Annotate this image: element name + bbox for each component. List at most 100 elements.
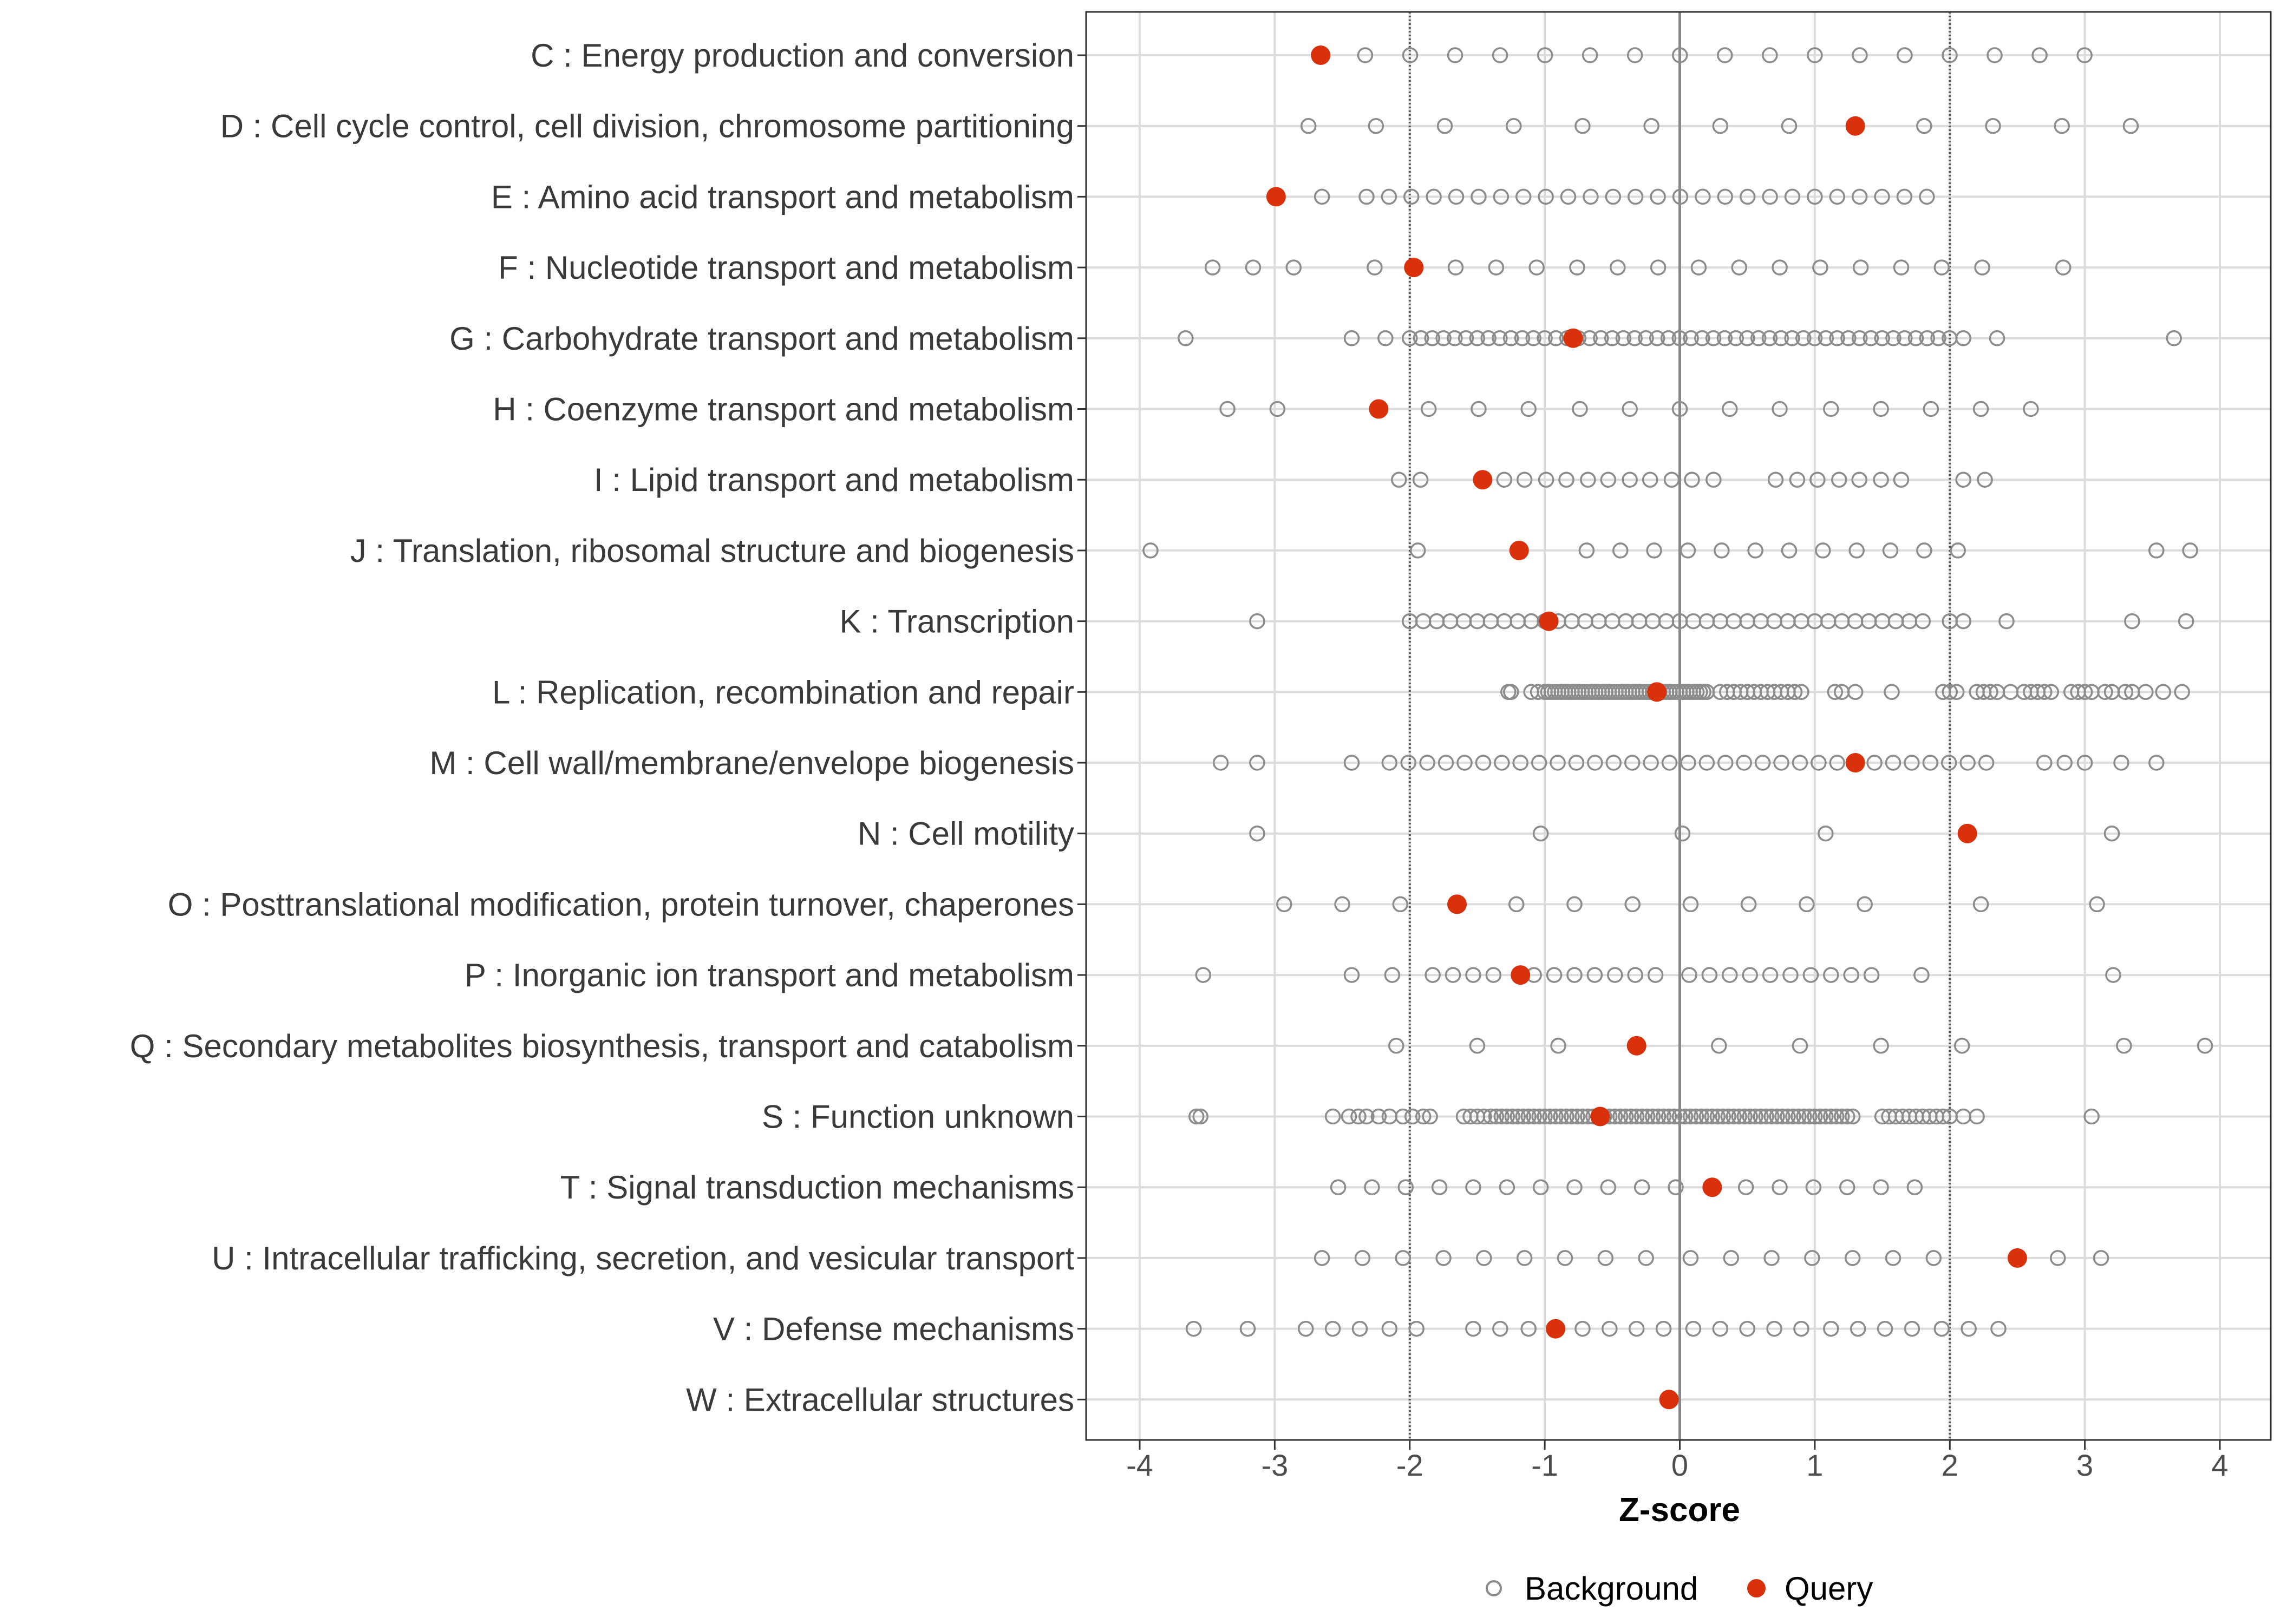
query-point — [1626, 1036, 1646, 1056]
background-point — [1358, 1108, 1375, 1125]
background-point — [1377, 330, 1394, 346]
background-point — [2166, 330, 2182, 346]
background-point — [1624, 896, 1641, 913]
background-point — [1395, 1108, 1412, 1125]
background-point — [1763, 1108, 1780, 1125]
background-point — [1580, 472, 1596, 488]
background-point — [2105, 967, 2121, 983]
background-point — [1705, 330, 1722, 346]
background-point — [1574, 1108, 1591, 1125]
query-point — [1404, 258, 1424, 278]
background-point — [1413, 330, 1429, 346]
background-point — [1354, 1250, 1371, 1266]
background-point — [1877, 1320, 1893, 1337]
background-point — [1476, 1250, 1492, 1266]
background-point — [1972, 401, 1989, 417]
background-point — [1204, 259, 1221, 276]
category-label: M : Cell wall/membrane/envelope biogenes… — [429, 745, 1074, 781]
background-point — [1531, 755, 1547, 771]
query-point — [1511, 965, 1531, 985]
background-point — [1930, 330, 1946, 346]
background-point — [1605, 755, 1622, 771]
background-point — [1142, 542, 1159, 559]
background-point — [1896, 188, 1913, 205]
background-point — [1904, 755, 1920, 771]
background-point — [2148, 755, 2165, 771]
background-point — [1586, 967, 1603, 983]
background-point — [1469, 1038, 1486, 1054]
background-point — [1633, 1179, 1650, 1195]
background-point — [1569, 259, 1585, 276]
background-point — [1612, 542, 1629, 559]
background-point — [1458, 330, 1474, 346]
background-point — [1674, 825, 1691, 842]
background-point — [1796, 1108, 1812, 1125]
background-point — [1537, 47, 1553, 63]
background-point — [1977, 472, 1993, 488]
background-point — [1758, 1108, 1774, 1125]
background-point — [1893, 472, 1910, 488]
background-point — [1602, 1320, 1618, 1337]
category-label: E : Amino acid transport and metabolism — [491, 179, 1074, 215]
background-point — [1935, 1108, 1951, 1125]
background-point — [1343, 967, 1360, 983]
background-point — [1763, 1250, 1780, 1266]
background-point — [2182, 542, 2198, 559]
background-point — [1712, 1320, 1729, 1337]
background-point — [1953, 1038, 1970, 1054]
query-point — [1509, 540, 1529, 560]
background-point — [1812, 259, 1828, 276]
background-point — [1400, 755, 1417, 771]
background-point — [1431, 1179, 1448, 1195]
background-point — [1537, 1108, 1553, 1125]
background-point — [1695, 188, 1711, 205]
background-point — [1392, 896, 1409, 913]
background-point — [1364, 1179, 1380, 1195]
background-point — [1188, 1108, 1205, 1125]
background-point — [2122, 117, 2139, 134]
category-label: V : Defense mechanisms — [713, 1311, 1074, 1347]
background-point — [1815, 542, 1831, 559]
background-point — [1809, 472, 1826, 488]
x-tick-label: 2 — [1942, 1448, 1958, 1482]
background-point — [1807, 188, 1823, 205]
background-point — [2113, 755, 2129, 771]
background-point — [1857, 896, 1873, 913]
background-point — [1907, 330, 1924, 346]
background-point — [1357, 47, 1374, 63]
background-point — [1506, 117, 1522, 134]
background-point — [1684, 472, 1700, 488]
background-point — [1510, 1108, 1526, 1125]
background-point — [1503, 684, 1519, 700]
background-point — [2117, 684, 2134, 700]
background-point — [1847, 684, 1864, 700]
background-point — [1922, 755, 1939, 771]
background-point — [1762, 967, 1779, 983]
background-point — [1239, 1320, 1256, 1337]
x-tick-label: -1 — [1531, 1448, 1558, 1482]
background-point — [1525, 330, 1542, 346]
query-point — [1369, 399, 1389, 419]
background-point — [1818, 1108, 1834, 1125]
background-point — [1600, 1179, 1617, 1195]
background-point — [1547, 1108, 1564, 1125]
background-point — [1747, 542, 1763, 559]
background-point — [1885, 755, 1901, 771]
background-point — [1409, 542, 1426, 559]
query-point — [1702, 1177, 1722, 1197]
background-point — [1701, 967, 1718, 983]
category-label: H : Coenzyme transport and metabolism — [493, 391, 1074, 428]
background-point — [2054, 117, 2070, 134]
background-point — [1515, 188, 1532, 205]
background-point — [1818, 825, 1834, 842]
background-point — [1475, 755, 1492, 771]
background-point — [1774, 1108, 1791, 1125]
background-point — [2083, 1108, 2100, 1125]
background-point — [1933, 1320, 1950, 1337]
background-point — [1402, 330, 1418, 346]
background-point — [1502, 330, 1519, 346]
x-tick-label: 1 — [1806, 1448, 1823, 1482]
background-point — [1618, 1108, 1634, 1125]
background-point — [1731, 1108, 1747, 1125]
background-point — [1795, 330, 1812, 346]
